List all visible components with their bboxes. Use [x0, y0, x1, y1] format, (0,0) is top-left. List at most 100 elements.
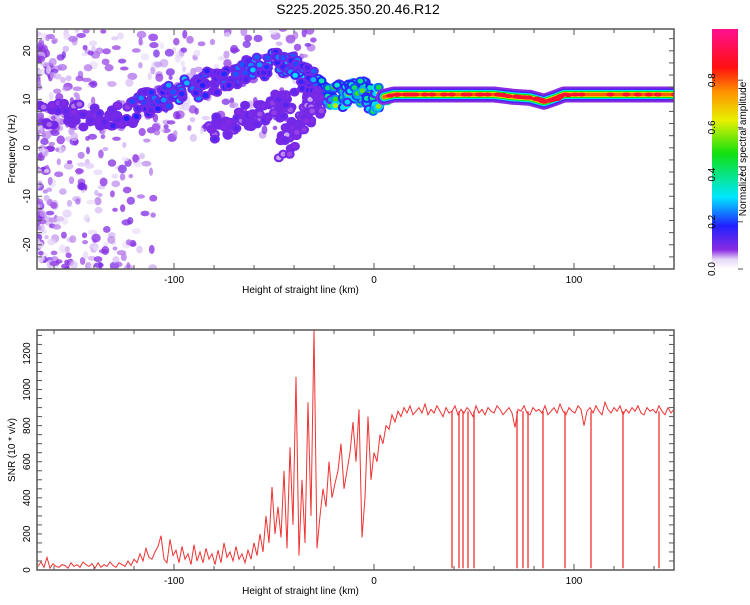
spectral-blob: [40, 104, 47, 110]
spectral-blob: [298, 79, 304, 85]
spectral-blob: [149, 42, 159, 49]
spectral-blob: [47, 176, 53, 186]
spectral-blob: [283, 102, 289, 108]
x-tick-label: -100: [164, 576, 184, 587]
spectral-peak: [670, 92, 674, 97]
spectral-blob: [75, 93, 81, 102]
spectral-blob: [70, 132, 79, 142]
spectral-blob: [135, 106, 141, 112]
spectral-blob: [68, 176, 75, 185]
spectral-blob: [147, 72, 152, 81]
spectral-blob: [197, 41, 206, 47]
spectral-blob: [37, 129, 42, 135]
spectral-blob: [159, 42, 165, 50]
spectral-blob: [112, 136, 121, 141]
spectral-blob: [261, 125, 268, 135]
spectral-blob: [221, 71, 227, 77]
spectral-blob: [209, 38, 216, 46]
spectral-blob: [223, 59, 232, 68]
spectral-blob: [51, 37, 59, 44]
spectral-blob: [117, 164, 127, 174]
spectral-blob: [80, 112, 86, 118]
spectral-blob: [299, 85, 306, 91]
spectral-blob: [168, 75, 173, 80]
y-tick-label: 20: [22, 45, 33, 57]
spectral-blob: [193, 90, 199, 96]
spectral-blob: [80, 124, 87, 130]
spectral-blob: [138, 37, 143, 46]
y-tick-label: -10: [22, 189, 33, 204]
spectral-blob: [40, 138, 49, 145]
spectral-blob: [140, 210, 150, 217]
spectral-blob: [184, 80, 190, 86]
spectral-blob: [66, 160, 73, 165]
spectral-blob: [138, 62, 143, 69]
spectral-blob: [132, 153, 139, 163]
spectral-blob: [359, 88, 366, 94]
spectral-blob: [77, 151, 85, 159]
spectral-blob: [133, 114, 140, 120]
spectral-blob: [253, 54, 260, 60]
spectral-peak: [622, 92, 631, 97]
spectral-blob: [310, 77, 317, 83]
spectral-blob: [93, 262, 104, 268]
spectral-peak: [606, 92, 615, 97]
spectral-blob: [37, 238, 41, 245]
spectral-blob: [68, 35, 78, 43]
spectral-blob: [131, 228, 141, 235]
spectral-blob: [148, 264, 157, 269]
spectral-blob: [102, 146, 109, 152]
spectral-blob: [94, 197, 102, 206]
spectral-blob: [242, 70, 249, 76]
spectral-blob: [92, 246, 99, 252]
spectral-blob: [159, 127, 165, 133]
spectral-blob: [165, 68, 175, 76]
spectral-blob: [367, 85, 373, 91]
spectral-blob: [193, 49, 201, 57]
spectral-blob: [194, 66, 203, 73]
spectral-blob: [275, 41, 283, 46]
spectral-blob: [125, 78, 134, 87]
spectral-blob: [239, 61, 245, 67]
spectral-blob: [122, 141, 127, 148]
x-tick-label: 0: [371, 275, 377, 286]
spectral-blob: [213, 114, 220, 120]
spectral-blob: [85, 146, 90, 155]
spectral-blob: [174, 54, 181, 63]
spectral-blob: [189, 117, 196, 123]
spectral-blob: [155, 73, 164, 82]
spectral-blob: [136, 245, 143, 254]
spectral-blob: [82, 251, 89, 260]
spectral-blob: [39, 256, 46, 262]
spectral-blob: [165, 82, 172, 88]
spectral-blob: [129, 98, 135, 104]
y-axis-label: Frequency (Hz): [7, 115, 18, 184]
spectral-blob: [173, 130, 178, 137]
spectral-blob: [208, 126, 215, 132]
spectral-blob: [291, 89, 298, 95]
spectral-blob: [189, 133, 197, 142]
spectral-blob: [48, 91, 54, 101]
spectral-blob: [173, 37, 180, 46]
spectral-peak: [524, 95, 533, 100]
spectral-blob: [116, 32, 124, 40]
spectral-blob: [120, 253, 127, 262]
spectral-blob: [62, 45, 70, 53]
spectral-blob: [64, 246, 70, 254]
spectral-blob: [111, 173, 119, 179]
spectral-blob: [159, 58, 169, 68]
spectral-blob: [357, 78, 364, 84]
spectral-blob: [37, 198, 44, 205]
spectral-blob: [303, 118, 310, 124]
x-axis-label: Height of straight line (km): [242, 285, 359, 296]
spectral-blob: [87, 50, 94, 56]
spectral-blob: [224, 32, 231, 38]
spectral-blob: [265, 114, 271, 120]
spectral-blob: [63, 162, 74, 170]
spectral-blob: [221, 98, 231, 106]
spectral-blob: [107, 235, 116, 244]
spectral-blob: [138, 128, 146, 137]
spectral-blob: [77, 182, 86, 191]
spectral-blob: [72, 86, 83, 92]
